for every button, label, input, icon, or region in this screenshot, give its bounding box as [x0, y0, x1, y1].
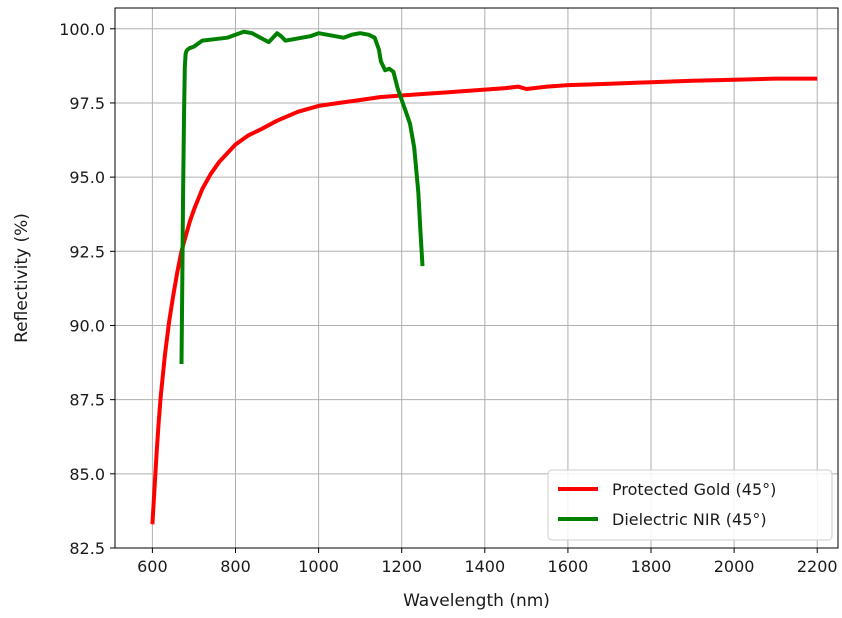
x-tick-label: 1200: [381, 557, 422, 576]
y-axis-label: Reflectivity (%): [12, 213, 32, 343]
y-tick-label: 92.5: [69, 242, 105, 261]
x-axis-label: Wavelength (nm): [403, 591, 550, 611]
x-tick-label: 600: [137, 557, 168, 576]
axis-ticks: 600 800 1000 1200 1400 1600 1800 2000 2200 82.5 85…: [59, 20, 837, 576]
series-line-2: [179, 29, 425, 365]
y-tick-label: 87.5: [69, 391, 105, 410]
x-tick-label: 800: [220, 557, 251, 576]
series-group: [150, 29, 818, 525]
plot-area-frame: [114, 7, 839, 549]
x-tick-label: 1600: [548, 557, 589, 576]
legend-box: [547, 469, 833, 541]
x-tick-label: 1000: [298, 557, 339, 576]
legend-label: Protected Gold (45°): [612, 480, 776, 499]
y-tick-label: 82.5: [69, 539, 105, 558]
legend-label: Dielectric NIR (45°): [612, 510, 767, 529]
y-tick-label: 90.0: [69, 316, 105, 335]
series-line-1: [150, 76, 818, 525]
x-tick-label: 1400: [464, 557, 505, 576]
y-tick-label: 95.0: [69, 168, 105, 187]
legend: Protected Gold (45°) Dielectric NIR (45°): [547, 469, 833, 541]
y-tick-label: 100.0: [59, 20, 105, 39]
x-tick-label: 1800: [631, 557, 672, 576]
y-tick-label: 97.5: [69, 94, 105, 113]
x-tick-label: 2200: [797, 557, 838, 576]
y-tick-label: 85.0: [69, 465, 105, 484]
x-tick-label: 2000: [714, 557, 755, 576]
